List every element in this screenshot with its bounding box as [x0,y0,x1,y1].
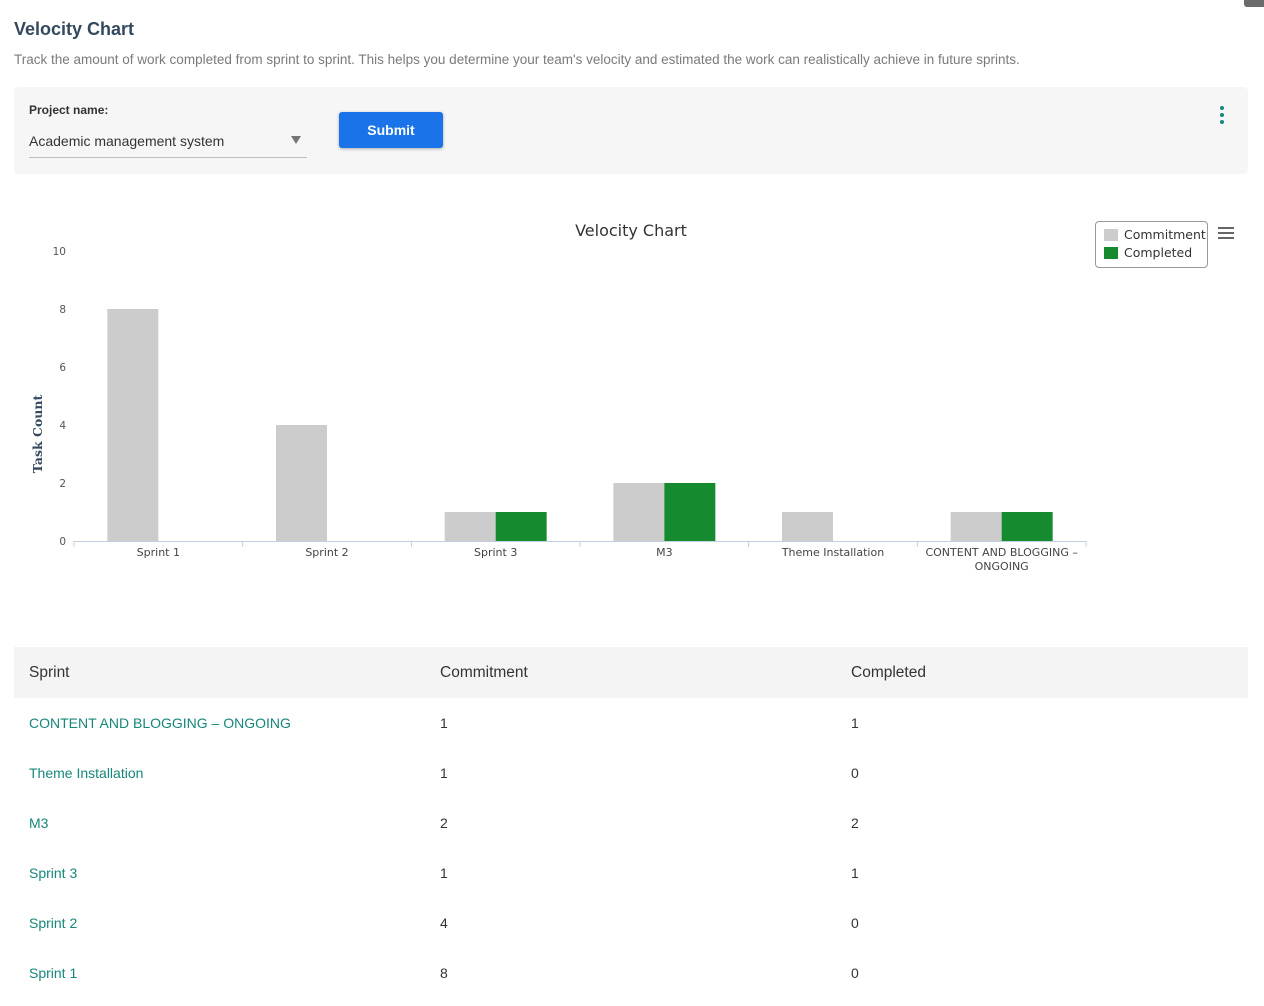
table-row: Theme Installation 1 0 [14,748,1248,798]
x-tick-label: CONTENT AND BLOGGING – [925,546,1077,559]
y-axis-title: Task Count [30,395,45,474]
project-select[interactable]: Academic management system [29,127,307,158]
chart-title: Velocity Chart [575,221,687,240]
x-tick-label: M3 [656,546,673,559]
y-tick-label: 8 [59,304,66,316]
y-tick-label: 6 [59,362,66,374]
x-tick-label: Sprint 2 [305,546,348,559]
sprint-link[interactable]: M3 [29,815,49,831]
velocity-chart: Velocity Chart Task Count 0 2 4 6 8 10 Sprint 1 S… [0,200,1264,590]
y-tick-label: 10 [53,246,66,258]
table-row: Sprint 3 1 1 [14,848,1248,898]
velocity-table: Sprint Commitment Completed CONTENT AND … [14,647,1248,998]
table-row: Sprint 1 8 0 [14,948,1248,998]
completed-cell: 2 [851,815,859,831]
submit-button[interactable]: Submit [339,112,443,148]
page-description: Track the amount of work completed from … [14,52,1020,67]
commitment-cell: 1 [440,765,448,781]
project-name-label: Project name: [29,103,109,117]
page-title: Velocity Chart [14,19,135,39]
y-tick-label: 2 [59,478,66,490]
commitment-cell: 4 [440,915,448,931]
table-row: M3 2 2 [14,798,1248,848]
legend-swatch-commitment [1104,229,1118,241]
completed-cell: 0 [851,915,859,931]
project-select-value: Academic management system [29,133,225,149]
x-tick-label: Sprint 1 [137,546,180,559]
column-header-commitment: Commitment [425,647,836,698]
completed-cell: 1 [851,715,859,731]
y-tick-label: 4 [59,420,66,432]
caret-down-icon [291,136,301,144]
bar-commitment [782,512,833,541]
legend-label-completed: Completed [1124,245,1193,260]
sprint-link[interactable]: Theme Installation [29,765,144,781]
column-header-completed: Completed [836,647,1248,698]
sprint-link[interactable]: CONTENT AND BLOGGING – ONGOING [29,715,291,731]
legend-swatch-completed [1104,247,1118,259]
commitment-cell: 2 [440,815,448,831]
bar-commitment [613,483,665,541]
table-row: CONTENT AND BLOGGING – ONGOING 1 1 [14,698,1248,748]
sprint-link[interactable]: Sprint 1 [29,965,78,981]
bar-commitment [444,512,496,541]
table-row: Sprint 2 4 0 [14,898,1248,948]
bar-completed [664,483,716,541]
commitment-cell: 1 [440,865,448,881]
completed-cell: 0 [851,765,859,781]
hamburger-menu-icon[interactable] [1218,226,1236,240]
completed-cell: 1 [851,865,859,881]
commitment-cell: 8 [440,965,448,981]
legend-label-commitment: Commitment [1124,227,1206,242]
window-corner-tab [1244,0,1264,7]
x-tick-label: Theme Installation [781,546,884,559]
completed-cell: 0 [851,965,859,981]
table-header-row: Sprint Commitment Completed [14,647,1248,698]
bar-commitment [107,309,159,541]
bar-completed [1001,512,1053,541]
y-tick-label: 0 [59,536,66,548]
sprint-link[interactable]: Sprint 2 [29,915,78,931]
vertical-dots-icon[interactable] [1216,106,1228,126]
bar-completed [495,512,547,541]
x-tick-label: ONGOING [975,560,1029,573]
filter-panel: Project name: Academic management system… [14,87,1248,174]
chart-legend: Commitment Completed [1095,221,1208,268]
column-header-sprint: Sprint [14,647,425,698]
chart-svg: Velocity Chart Task Count 0 2 4 6 8 10 Sprint 1 S… [30,221,1087,573]
x-tick-label: Sprint 3 [474,546,517,559]
bar-commitment [276,425,327,541]
bar-commitment [950,512,1002,541]
commitment-cell: 1 [440,715,448,731]
sprint-link[interactable]: Sprint 3 [29,865,78,881]
